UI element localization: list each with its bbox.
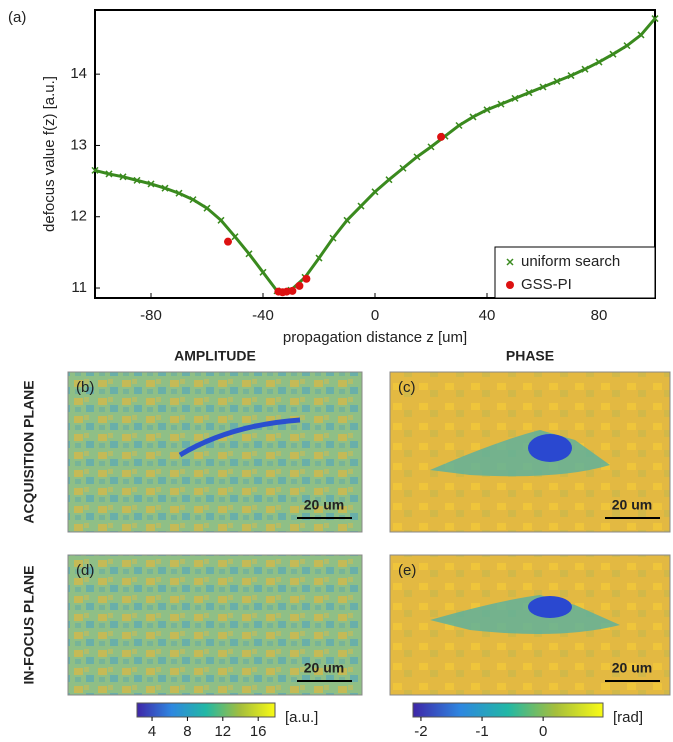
- point: [259, 268, 267, 276]
- point: [437, 132, 446, 141]
- point: [497, 100, 505, 108]
- point: [91, 166, 99, 174]
- x-tick-label: -80: [140, 307, 162, 324]
- y-tick-label: 11: [71, 279, 87, 296]
- column-title: PHASE: [506, 348, 554, 364]
- colorbar-tick-label: 12: [214, 723, 231, 740]
- scale-bar-label: 20 um: [304, 660, 344, 676]
- point: [511, 94, 519, 102]
- row-title: IN-FOCUS PLANE: [21, 566, 37, 685]
- legend-label: uniform search: [521, 253, 620, 270]
- point: [329, 234, 337, 242]
- point: [469, 113, 477, 121]
- cell-edge: [178, 417, 301, 458]
- panel-label: (c): [398, 379, 416, 396]
- colorbar-tick-label: 8: [183, 723, 191, 740]
- point: [371, 188, 379, 196]
- point: [581, 65, 589, 73]
- point: [217, 216, 225, 224]
- nucleus: [528, 434, 572, 462]
- point: [147, 180, 155, 188]
- point: [119, 173, 127, 181]
- point: [427, 143, 435, 151]
- panel-label: (a): [8, 9, 26, 26]
- nucleus: [528, 596, 572, 618]
- colorbar-tick-label: 0: [539, 723, 547, 740]
- colorbar-tick-label: -2: [414, 723, 427, 740]
- point: [455, 121, 463, 130]
- colorbar-unit: [rad]: [613, 709, 643, 726]
- panel-label: (d): [76, 562, 94, 579]
- x-axis-label: propagation distance z [um]: [283, 329, 467, 346]
- y-tick-label: 13: [70, 136, 87, 153]
- x-tick-label: -40: [252, 307, 274, 324]
- row-title: ACQUISITION PLANE: [21, 380, 37, 523]
- legend-label: GSS-PI: [521, 276, 572, 293]
- x-tick-label: 80: [591, 307, 608, 324]
- point: [245, 250, 253, 258]
- colorbar-unit: [a.u.]: [285, 709, 318, 726]
- legend-marker: [506, 258, 514, 266]
- colorbar-tick-label: 4: [148, 723, 156, 740]
- colorbar-tick-label: -1: [475, 723, 488, 740]
- legend-marker: [506, 281, 514, 289]
- point: [413, 153, 421, 161]
- colorbar: [412, 702, 604, 718]
- point: [224, 237, 232, 246]
- point: [295, 281, 304, 290]
- column-title: AMPLITUDE: [174, 348, 256, 364]
- point: [399, 164, 407, 172]
- amplitude-image: [67, 371, 363, 533]
- point: [525, 89, 533, 97]
- image-grid: [67, 371, 671, 696]
- point: [302, 274, 311, 283]
- point: [189, 196, 197, 204]
- scale-bar-label: 20 um: [304, 497, 344, 513]
- point: [595, 58, 603, 66]
- point: [623, 42, 631, 50]
- panel-label: (e): [398, 562, 416, 579]
- point: [288, 286, 297, 295]
- point: [133, 176, 141, 184]
- point: [315, 254, 323, 262]
- point: [231, 233, 239, 241]
- point: [203, 204, 211, 212]
- point: [385, 176, 393, 184]
- cell: [430, 595, 620, 634]
- point: [357, 202, 365, 210]
- scale-bar-label: 20 um: [612, 497, 652, 513]
- point: [637, 31, 645, 39]
- y-tick-label: 14: [70, 65, 87, 82]
- point: [609, 50, 617, 58]
- point: [483, 106, 491, 114]
- point: [567, 72, 575, 80]
- x-tick-label: 40: [479, 307, 496, 324]
- colorbar: [136, 702, 276, 718]
- x-tick-label: 0: [371, 307, 379, 324]
- point: [651, 15, 659, 23]
- point: [343, 216, 351, 224]
- point: [553, 77, 561, 85]
- colorbar-tick-label: 16: [250, 723, 267, 740]
- point: [539, 83, 547, 91]
- y-axis-label: defocus value f(z) [a.u.]: [41, 76, 58, 232]
- legend: [494, 246, 656, 299]
- y-tick-label: 12: [70, 208, 87, 225]
- point: [105, 170, 113, 178]
- point: [175, 189, 183, 197]
- scale-bar-label: 20 um: [612, 660, 652, 676]
- point: [161, 184, 169, 192]
- amplitude-image: [67, 554, 363, 696]
- panel-label: (b): [76, 379, 94, 396]
